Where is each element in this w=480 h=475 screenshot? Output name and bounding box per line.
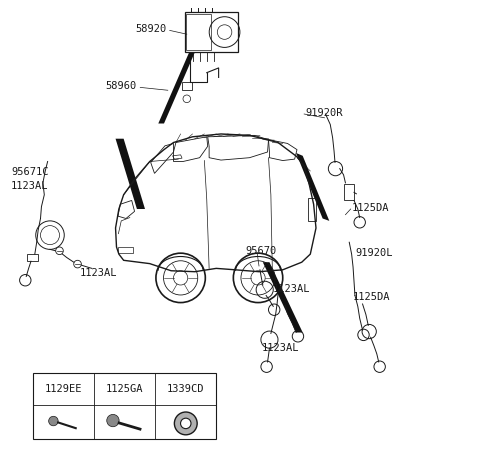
Circle shape bbox=[107, 414, 119, 427]
Polygon shape bbox=[263, 262, 303, 332]
Bar bbox=[34, 373, 216, 439]
Text: 1125GA: 1125GA bbox=[106, 384, 144, 394]
Bar bbox=[119, 247, 132, 253]
Text: 1125DA: 1125DA bbox=[353, 292, 391, 302]
Polygon shape bbox=[296, 153, 329, 221]
Polygon shape bbox=[116, 139, 145, 209]
Text: 1123AL: 1123AL bbox=[272, 284, 310, 294]
Text: 1123AL: 1123AL bbox=[11, 181, 48, 191]
Circle shape bbox=[48, 416, 58, 426]
Text: 58920: 58920 bbox=[135, 24, 167, 35]
Circle shape bbox=[74, 260, 81, 268]
Text: 91920L: 91920L bbox=[355, 247, 393, 258]
Text: 58960: 58960 bbox=[105, 81, 136, 92]
Bar bbox=[27, 254, 37, 261]
Text: 95671C: 95671C bbox=[11, 167, 48, 177]
Text: 95670: 95670 bbox=[246, 246, 277, 256]
Circle shape bbox=[180, 418, 191, 428]
Text: 1129EE: 1129EE bbox=[45, 384, 83, 394]
Text: 91920R: 91920R bbox=[306, 108, 343, 118]
Text: 1123AL: 1123AL bbox=[80, 268, 117, 278]
Bar bbox=[185, 12, 238, 52]
Circle shape bbox=[174, 412, 197, 435]
Bar bbox=[344, 184, 354, 200]
Bar bbox=[186, 14, 211, 50]
Circle shape bbox=[56, 247, 63, 255]
Text: 1125DA: 1125DA bbox=[352, 203, 389, 213]
Bar bbox=[181, 82, 192, 90]
Bar bbox=[308, 198, 316, 221]
Text: 1123AL: 1123AL bbox=[262, 342, 299, 353]
Polygon shape bbox=[158, 52, 195, 124]
Text: 1339CD: 1339CD bbox=[167, 384, 204, 394]
